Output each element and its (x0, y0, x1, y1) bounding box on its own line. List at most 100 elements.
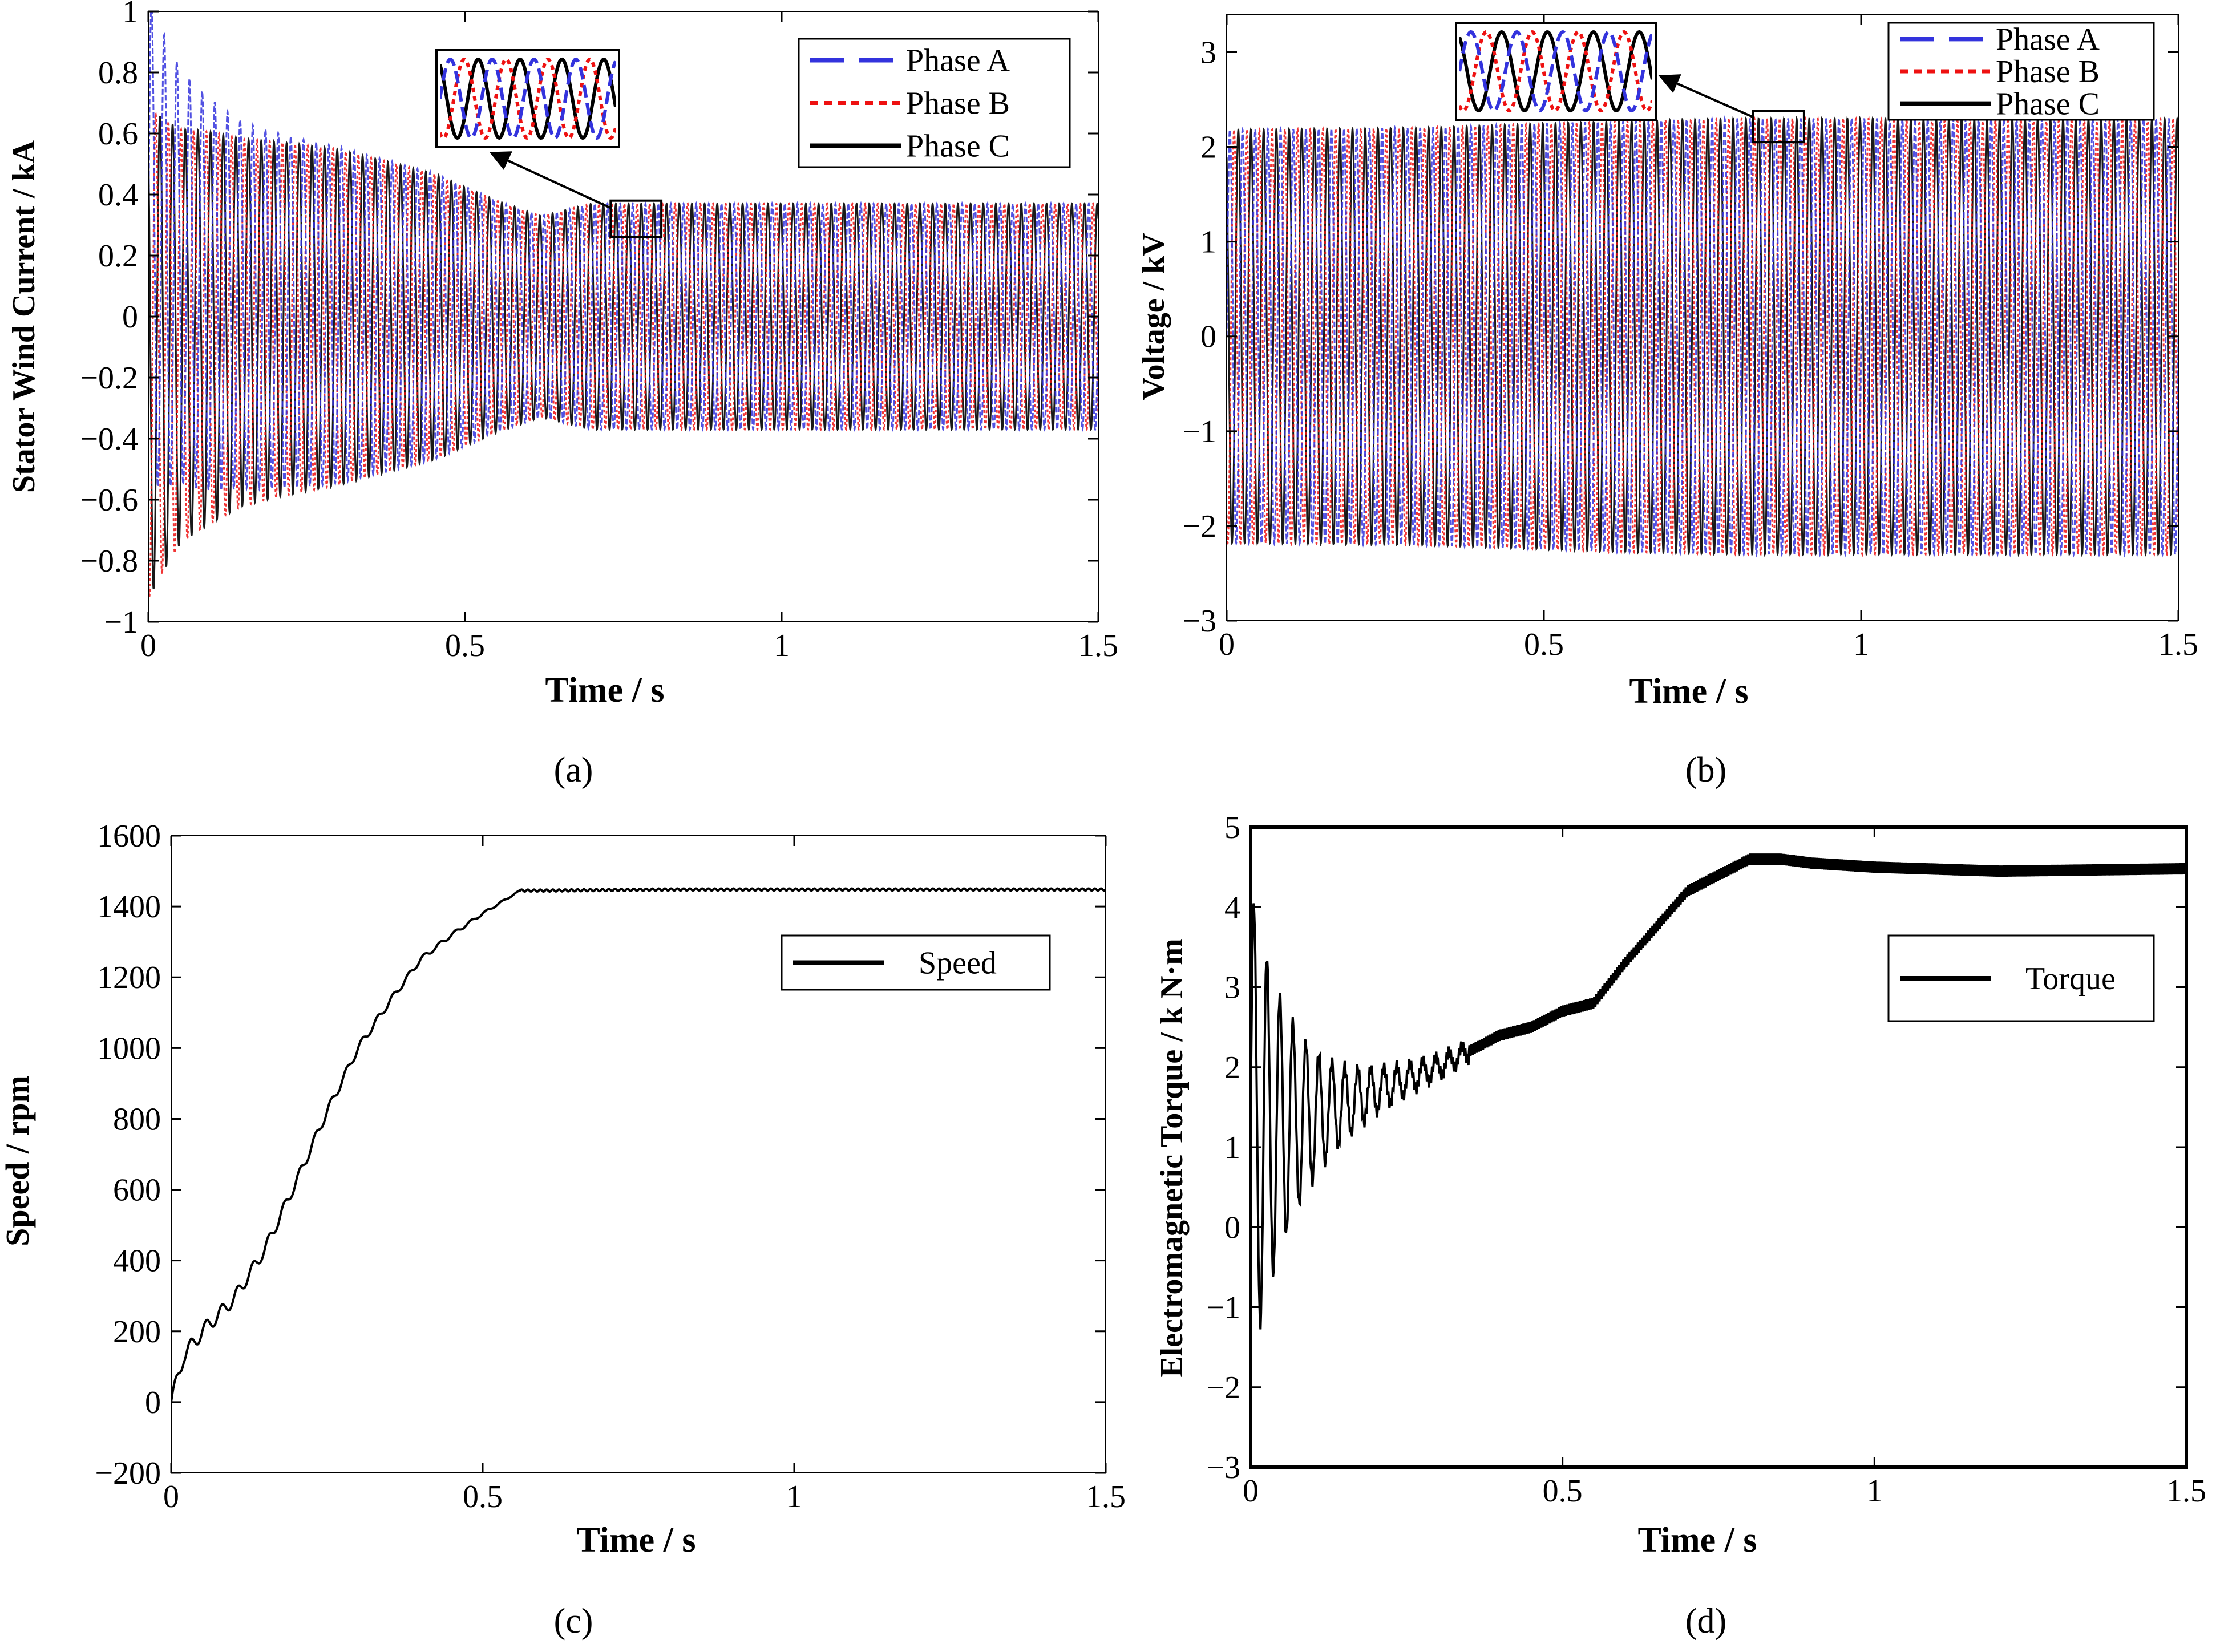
legend-label: Speed (919, 946, 997, 981)
y-tick-label: 2 (1224, 1050, 1240, 1086)
x-tick-label: 1.5 (1086, 1479, 1126, 1515)
chart-panel-c: 0 0.5 1 1.5−2000200400600800100012001400160… (0, 819, 1126, 1641)
y-tick-label: 0.6 (98, 116, 138, 152)
y-axis-label: Electromagnetic Torque / k N·m (1154, 938, 1190, 1377)
y-tick-label: 0 (1200, 319, 1216, 355)
panel-caption: (c) (554, 1602, 593, 1641)
zoom-arrow (489, 151, 612, 209)
y-tick-label: 1400 (97, 889, 161, 925)
zoom-inset-frame (1455, 22, 1657, 121)
y-axis-label: Voltage / kV (1136, 233, 1171, 400)
x-axis-label: Time / s (545, 671, 665, 710)
y-tick-label: 400 (113, 1244, 161, 1279)
legend: Speed (781, 934, 1051, 991)
plot-area (171, 887, 1106, 1403)
plot-frame (1226, 14, 2179, 621)
legend-label: Torque (2025, 961, 2116, 997)
x-tick-label: 1.5 (2158, 627, 2198, 662)
y-tick-label: 2 (1200, 130, 1216, 165)
y-tick-label: 4 (1224, 890, 1240, 925)
x-tick-label: 0.5 (445, 628, 485, 663)
zoom-arrow (1658, 74, 1754, 119)
zoom-region-box (609, 199, 663, 238)
y-tick-label: −3 (1206, 1450, 1240, 1485)
y-tick-label: −1 (104, 605, 138, 640)
zoom-inset-line (440, 57, 616, 140)
y-tick-label: 0.8 (98, 55, 138, 91)
zoom-inset-line (1459, 30, 1652, 113)
series-line-speed (171, 887, 1106, 1403)
y-tick-label: −2 (1182, 509, 1216, 544)
y-tick-label: −0.6 (80, 483, 138, 518)
y-tick-label: −1 (1206, 1290, 1240, 1326)
y-tick-label: 1000 (97, 1031, 161, 1066)
y-tick-label: 0.2 (98, 238, 138, 274)
y-tick-label: −0.8 (80, 544, 138, 579)
series-line-phase-c (1227, 115, 2178, 557)
x-tick-label: 1 (1853, 627, 1869, 662)
y-axis-label: Stator Wind Current / kA (6, 140, 42, 493)
y-tick-label: 0.4 (98, 177, 138, 213)
zoom-inset (435, 49, 620, 148)
panel-caption: (b) (1685, 751, 1726, 789)
x-tick-label: 1.5 (2166, 1473, 2206, 1509)
plot-area (148, 11, 1098, 598)
y-tick-label: 600 (113, 1173, 161, 1208)
y-tick-label: 3 (1200, 35, 1216, 70)
y-tick-label: −0.2 (80, 361, 138, 396)
y-tick-label: −3 (1182, 604, 1216, 639)
y-tick-label: 1200 (97, 960, 161, 995)
x-tick-label: 1.5 (1078, 628, 1118, 663)
legend: Phase A Phase B Phase C (798, 38, 1071, 168)
x-tick-label: 0 (1219, 627, 1235, 662)
y-tick-label: −200 (95, 1456, 161, 1491)
legend-label: Phase C (1996, 87, 2100, 122)
y-tick-label: 800 (113, 1102, 161, 1137)
y-tick-label: −0.4 (80, 422, 138, 457)
series-line-phase-c (148, 116, 1098, 589)
y-tick-label: 1 (1200, 225, 1216, 260)
plot-area (1227, 115, 2178, 558)
x-axis-label: Time / s (577, 1521, 696, 1560)
series-line-phase-a (1227, 115, 2178, 558)
y-tick-label: 5 (1224, 810, 1240, 845)
x-axis-label: Time / s (1638, 1521, 1757, 1560)
x-tick-label: 0.5 (1543, 1473, 1583, 1509)
x-tick-label: 0 (140, 628, 156, 663)
chart-panel-a: 0 0.5 1 1.5 −1 −0.8 −0.6 −0.4 −0.2 0 0.2 0.4 0.6 0.8 1… (6, 0, 1118, 789)
y-tick-label: 3 (1224, 970, 1240, 1006)
y-tick-label: −2 (1206, 1370, 1240, 1406)
x-tick-label: 0 (1243, 1473, 1259, 1509)
x-tick-label: 1 (1866, 1473, 1882, 1509)
y-tick-label: 0 (145, 1385, 161, 1420)
zoom-inset-waves (440, 57, 616, 140)
legend-label: Phase A (906, 43, 1010, 79)
y-axis-label: Speed / rpm (0, 1075, 36, 1246)
series-line-torque (1251, 853, 2186, 1330)
x-tick-label: 0.5 (1524, 627, 1564, 662)
legend-label: Phase B (1996, 54, 2100, 90)
y-tick-label: 1600 (97, 819, 161, 854)
plot-frame (171, 835, 1106, 1473)
zoom-inset-waves (1459, 30, 1652, 113)
y-tick-label: 0 (1224, 1210, 1240, 1245)
legend-label: Phase C (906, 129, 1010, 164)
y-tick-label: 1 (1224, 1130, 1240, 1165)
x-axis-label: Time / s (1629, 672, 1749, 711)
x-tick-label: 0 (163, 1479, 179, 1515)
zoom-region-box (1752, 110, 1805, 144)
panel-caption: (d) (1685, 1602, 1726, 1641)
y-tick-label: 0 (122, 299, 138, 335)
y-tick-label: 1 (122, 0, 138, 30)
series-line-phase-b (1227, 115, 2178, 557)
zoom-inset-line (1459, 30, 1652, 113)
chart-panel-d: 0 0.5 1 1.5 −3 −2 −1 0 1 2 3 4 5 Time / s Electromagne… (1154, 810, 2206, 1641)
x-tick-label: 0.5 (463, 1479, 503, 1515)
zoom-inset (1455, 22, 1657, 121)
y-tick-label: −1 (1182, 414, 1216, 450)
series-line-phase-a (148, 11, 1098, 492)
legend-label: Phase B (906, 86, 1010, 122)
